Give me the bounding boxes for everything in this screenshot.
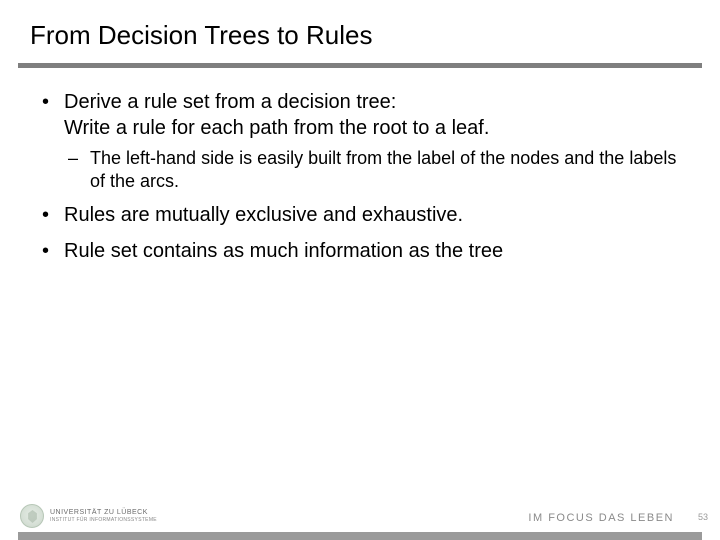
sub-bullet-item: The left-hand side is easily built from … (64, 147, 682, 193)
university-logo: UNIVERSITÄT ZU LÜBECK INSTITUT FÜR INFOR… (20, 504, 157, 528)
bullet-item: Rules are mutually exclusive and exhaust… (38, 203, 682, 229)
institute-name: INSTITUT FÜR INFORMATIONSSYSTEME (50, 518, 157, 523)
footer-tagline: IM FOCUS DAS LEBEN (528, 512, 674, 524)
title-area: From Decision Trees to Rules (0, 0, 720, 59)
bullet-text: Rules are mutually exclusive and exhaust… (64, 204, 463, 226)
content-area: Derive a rule set from a decision tree: … (0, 68, 720, 264)
bullet-item: Rule set contains as much information as… (38, 239, 682, 265)
sub-bullet-list: The left-hand side is easily built from … (64, 147, 682, 193)
page-number: 53 (698, 512, 708, 522)
bullet-text: Derive a rule set from a decision tree: … (64, 91, 489, 139)
bullet-text: Rule set contains as much information as… (64, 240, 503, 262)
bullet-list: Derive a rule set from a decision tree: … (38, 90, 682, 264)
slide: From Decision Trees to Rules Derive a ru… (0, 0, 720, 540)
seal-icon (20, 504, 44, 528)
footer-bar (18, 532, 702, 540)
university-text: UNIVERSITÄT ZU LÜBECK INSTITUT FÜR INFOR… (50, 509, 157, 523)
sub-bullet-text: The left-hand side is easily built from … (90, 148, 676, 191)
footer: UNIVERSITÄT ZU LÜBECK INSTITUT FÜR INFOR… (0, 496, 720, 540)
slide-title: From Decision Trees to Rules (30, 20, 690, 51)
bullet-item: Derive a rule set from a decision tree: … (38, 90, 682, 193)
university-name: UNIVERSITÄT ZU LÜBECK (50, 509, 157, 516)
